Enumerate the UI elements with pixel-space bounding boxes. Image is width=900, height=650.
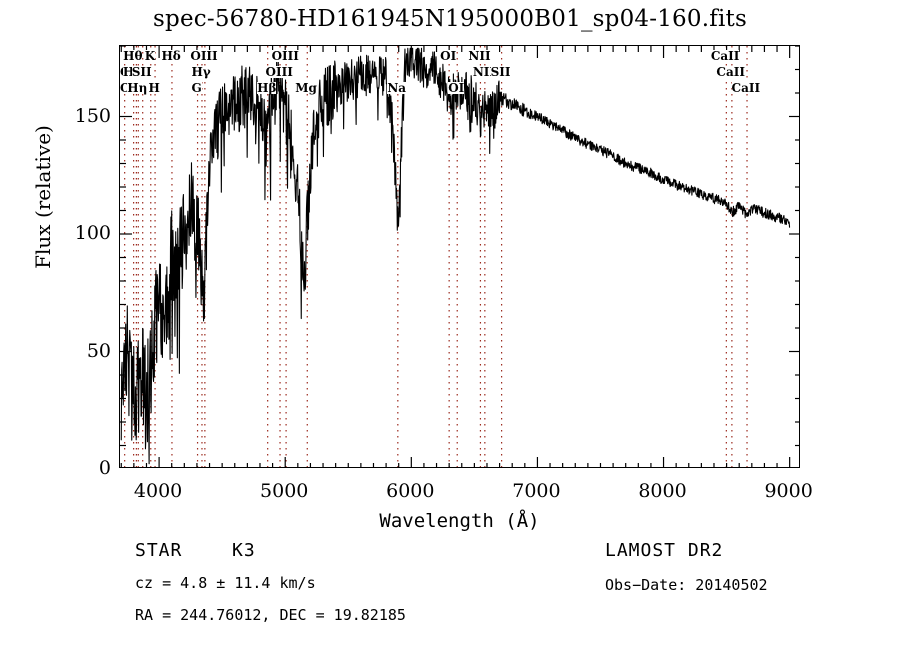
- x-tick-label-7000: 7000: [512, 480, 561, 502]
- line-label-OI-6364: OI: [448, 81, 465, 95]
- footer-obs-date: Obs−Date: 20140502: [605, 576, 768, 594]
- line-marker-group: [124, 46, 748, 467]
- spectrum-plot-svg: [120, 46, 799, 467]
- line-label-OIII-5007: OIII: [271, 49, 299, 63]
- y-tick-label-0: 0: [98, 457, 111, 479]
- line-label-SII-3870: SII: [131, 65, 152, 79]
- x-axis-label: Wavelength (Å): [379, 510, 540, 532]
- y-tick-label-100: 100: [74, 222, 111, 244]
- y-tick-label-50: 50: [86, 339, 111, 362]
- x-tick-label-8000: 8000: [638, 480, 687, 502]
- line-label-K-3934: K: [144, 49, 156, 63]
- x-tick-label-4000: 4000: [133, 480, 183, 502]
- line-label-CaII-8662: CaII: [731, 81, 761, 95]
- line-label-G-4305: G: [191, 81, 202, 95]
- line-label-H-3968: H: [148, 81, 160, 95]
- line-label-SII-6716: SII: [490, 65, 511, 79]
- spectrum-trace: [120, 47, 791, 465]
- footer-cz: cz = 4.8 ± 11.4 km/s: [135, 574, 316, 592]
- line-label-H-4861: Hβ: [257, 81, 277, 95]
- line-label-OI-6300: OI: [440, 49, 457, 63]
- line-label-H-4102: Hδ: [161, 49, 181, 63]
- line-label-H-3835: Hη: [127, 81, 148, 95]
- x-tick-label-6000: 6000: [386, 480, 435, 502]
- line-label-NII-6583: NII: [472, 65, 496, 79]
- line-label-CaII-8498: CaII: [710, 49, 740, 63]
- line-label-H-3798: Hθ: [123, 49, 143, 63]
- x-tick-label-5000: 5000: [260, 480, 309, 502]
- footer-survey: LAMOST DR2: [605, 540, 724, 561]
- line-label-Na-5893: Na: [387, 81, 407, 95]
- line-label-NII-6548: NII: [468, 49, 491, 63]
- line-label-H-4340: Hγ: [191, 65, 211, 79]
- spectral-class-value: K3: [232, 540, 256, 561]
- footer-coordinates: RA = 244.76012, DEC = 19.82185: [135, 606, 406, 624]
- x-tick-label-9000: 9000: [764, 480, 813, 502]
- object-type-value: STAR: [135, 540, 183, 561]
- spectrum-plot-frame: [119, 45, 800, 468]
- line-label-OIII-4363: OIII: [190, 49, 218, 63]
- line-label-Mg-5175: Mg: [295, 81, 317, 95]
- y-tick-label-150: 150: [74, 104, 111, 127]
- page-title: spec-56780-HD161945N195000B01_sp04-160.f…: [153, 6, 747, 32]
- line-label-OIII-4959: OIII: [265, 65, 293, 79]
- y-axis-label: Flux (relative): [31, 125, 55, 269]
- line-label-CaII-8542: CaII: [716, 65, 745, 79]
- footer-object-type: STAR K3: [135, 540, 256, 561]
